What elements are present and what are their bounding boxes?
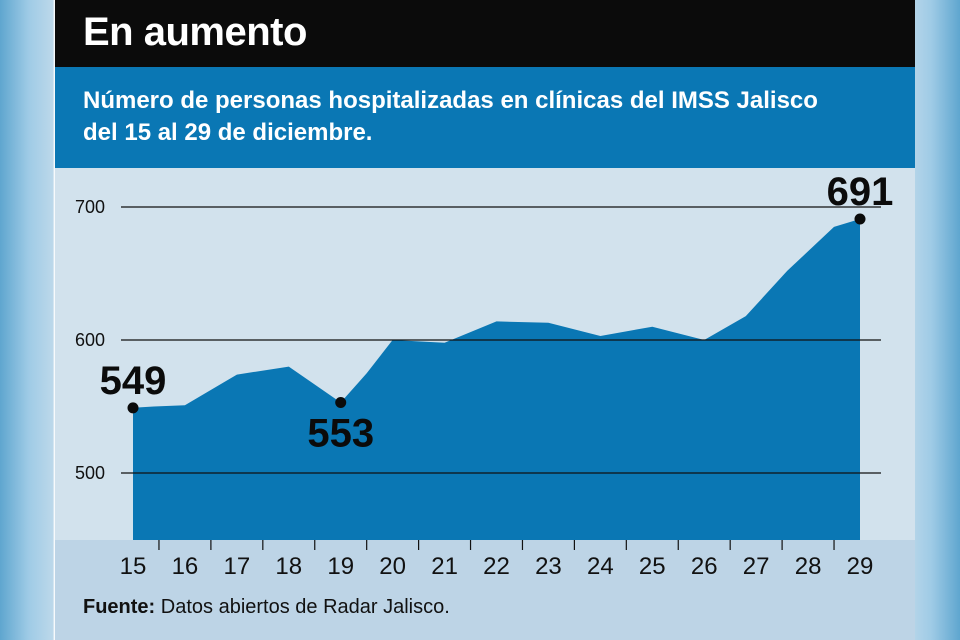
infographic-card: En aumento Número de personas hospitaliz… [55,0,915,640]
x-tick-label: 28 [795,553,822,580]
y-tick-label: 600 [75,330,105,350]
data-point-marker [854,213,866,225]
y-tick-label: 500 [75,463,105,483]
x-axis-strip [55,540,915,640]
source-text: Datos abiertos de Radar Jalisco. [155,596,450,618]
area-chart: 500 600 700 15 16 17 18 19 20 21 22 23 24 25 26 27 28 29… [75,170,894,580]
x-tick-label: 17 [224,553,251,580]
subtitle-bar: Número de personas hospitalizadas en clí… [55,67,915,168]
y-axis: 500 600 700 [75,197,105,483]
data-label: 553 [307,412,374,456]
x-tick-label: 25 [639,553,666,580]
x-tick-label: 24 [587,553,614,580]
data-point-marker [335,397,347,409]
source-note: Fuente: Datos abiertos de Radar Jalisco. [83,596,450,619]
x-tick-label: 19 [327,553,354,580]
y-tick-label: 700 [75,197,105,217]
area-layer [133,219,860,540]
x-axis: 15 16 17 18 19 20 21 22 23 24 25 26 27 28 29 [120,540,874,580]
chart-subtitle: Número de personas hospitalizadas en clí… [83,87,818,146]
data-label: 691 [827,170,894,214]
data-labels: 549 553 691 [100,170,894,456]
x-tick-label: 15 [120,553,147,580]
title-bar: En aumento [55,0,915,67]
x-tick-label: 20 [379,553,406,580]
x-tick-label: 22 [483,553,510,580]
chart-title: En aumento [83,10,307,54]
x-tick-label: 23 [535,553,562,580]
x-tick-label: 18 [275,553,302,580]
x-tick-label: 21 [431,553,458,580]
data-area [133,219,860,540]
x-tick-label: 26 [691,553,718,580]
grid-layer [121,206,881,474]
x-tick-label: 27 [743,553,770,580]
source-label: Fuente: [83,596,156,618]
x-tick-label: 29 [847,553,874,580]
data-label: 549 [100,359,167,403]
x-tick-label: 16 [172,553,199,580]
data-point-marker [127,402,139,414]
